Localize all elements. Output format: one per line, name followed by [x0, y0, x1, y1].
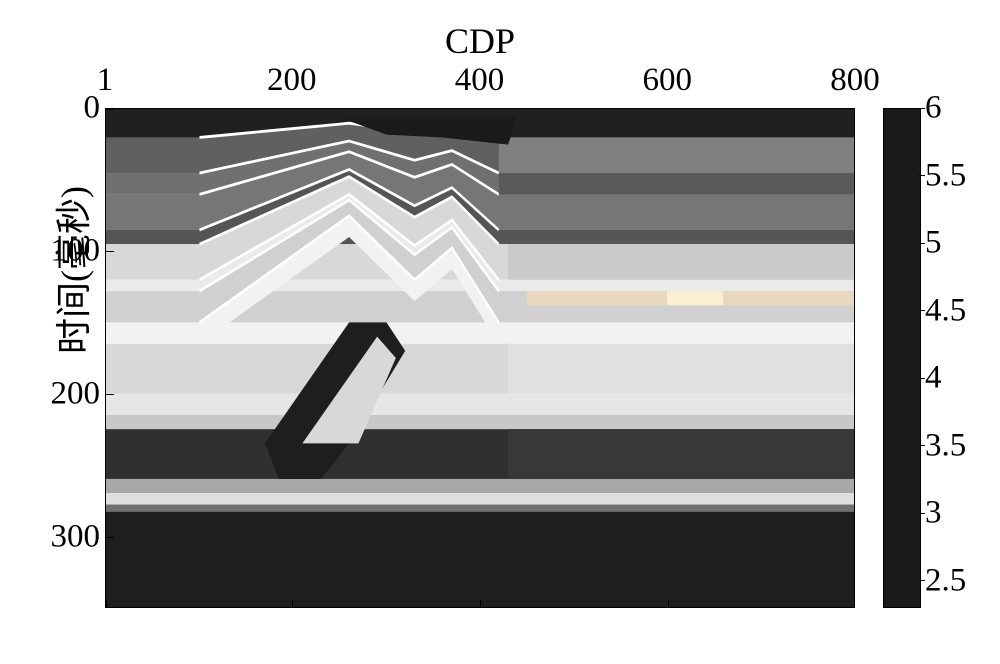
seismic-section-chart: CDP 1200400600800 时间(毫秒) 0100200300 2.53…: [105, 20, 975, 650]
y-tick-label: 300: [40, 518, 100, 555]
colorbar-tick-label: 2.5: [925, 562, 966, 599]
colorbar-tick-label: 4: [925, 360, 942, 397]
colorbar-tick-label: 3.5: [925, 427, 966, 464]
x-tick-label: 200: [267, 62, 317, 99]
x-axis-ticks: 1200400600800: [105, 62, 855, 102]
colorbar-tick-label: 3: [925, 495, 942, 532]
colorbar: [883, 108, 921, 608]
colorbar-tick-label: 6: [925, 90, 942, 127]
colorbar-tick-label: 4.5: [925, 292, 966, 329]
y-axis-ticks: 0100200300: [45, 108, 100, 608]
x-axis-title: CDP: [105, 20, 855, 62]
x-tick-label: 600: [643, 62, 693, 99]
colorbar-tick-label: 5.5: [925, 157, 966, 194]
colorbar-ticks: 2.533.544.555.56: [925, 108, 985, 608]
y-tick-label: 0: [40, 90, 100, 127]
heatmap-plot: [105, 108, 855, 608]
colorbar-tick-label: 5: [925, 225, 942, 262]
x-tick-label: 400: [455, 62, 505, 99]
y-tick-label: 100: [40, 232, 100, 269]
x-tick-label: 800: [830, 62, 880, 99]
y-tick-label: 200: [40, 375, 100, 412]
